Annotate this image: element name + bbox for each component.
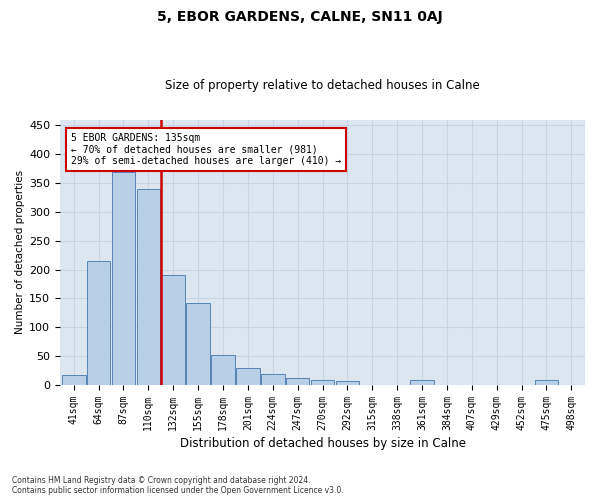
Bar	[211, 355, 235, 385]
Bar	[112, 172, 135, 385]
Bar	[137, 189, 160, 385]
Bar	[410, 380, 434, 385]
Bar	[161, 276, 185, 385]
Bar	[62, 374, 86, 385]
Text: 5, EBOR GARDENS, CALNE, SN11 0AJ: 5, EBOR GARDENS, CALNE, SN11 0AJ	[157, 10, 443, 24]
Bar	[236, 368, 260, 385]
Text: 5 EBOR GARDENS: 135sqm
← 70% of detached houses are smaller (981)
29% of semi-de: 5 EBOR GARDENS: 135sqm ← 70% of detached…	[71, 133, 341, 166]
Bar	[311, 380, 334, 385]
Title: Size of property relative to detached houses in Calne: Size of property relative to detached ho…	[165, 79, 480, 92]
Bar	[87, 261, 110, 385]
Bar	[335, 381, 359, 385]
Bar	[186, 302, 210, 385]
X-axis label: Distribution of detached houses by size in Calne: Distribution of detached houses by size …	[179, 437, 466, 450]
Y-axis label: Number of detached properties: Number of detached properties	[15, 170, 25, 334]
Bar	[286, 378, 310, 385]
Bar	[261, 374, 284, 385]
Text: Contains HM Land Registry data © Crown copyright and database right 2024.
Contai: Contains HM Land Registry data © Crown c…	[12, 476, 344, 495]
Bar	[535, 380, 558, 385]
